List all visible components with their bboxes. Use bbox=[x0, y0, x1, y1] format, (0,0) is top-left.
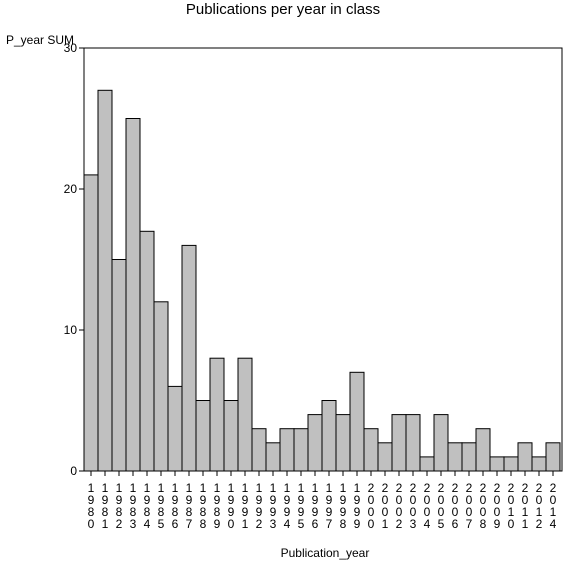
bar-2004 bbox=[419, 456, 435, 472]
y-tick-label: 0 bbox=[70, 464, 77, 478]
bar-1984 bbox=[139, 230, 155, 472]
bars-group bbox=[83, 89, 561, 472]
bar-2012 bbox=[531, 456, 547, 472]
bar-1987 bbox=[181, 244, 197, 472]
bar-2010 bbox=[503, 456, 519, 472]
bar-1992 bbox=[251, 428, 267, 472]
bar-2009 bbox=[489, 456, 505, 472]
bar-2000 bbox=[363, 428, 379, 472]
bar-1995 bbox=[293, 428, 309, 472]
y-axis: 0 10 20 30 bbox=[64, 41, 84, 478]
bar-1981 bbox=[97, 89, 113, 472]
bar-2014 bbox=[545, 442, 561, 472]
bar-1983 bbox=[125, 118, 141, 472]
bar-1988 bbox=[195, 400, 211, 472]
bar-1993 bbox=[265, 442, 281, 472]
y-tick-label: 20 bbox=[64, 182, 78, 196]
bar-1997 bbox=[321, 400, 337, 472]
bar-2005 bbox=[433, 414, 449, 472]
bar-1998 bbox=[335, 414, 351, 472]
bar-2007 bbox=[461, 442, 477, 472]
x-axis: 1 9 8 0 1 9 8 1 1 9 8 2 1 9 8 3 1 9 8 4 1 9 8 5 1 9 8 6 1 9 8 7 1 9 8 8 1 9 8 9… bbox=[88, 471, 557, 531]
bar-1996 bbox=[307, 414, 323, 472]
bar-1980 bbox=[83, 174, 99, 472]
bar-2001 bbox=[377, 442, 393, 472]
y-tick-label: 10 bbox=[64, 323, 78, 337]
bar-1990 bbox=[223, 400, 239, 472]
bar-2008 bbox=[475, 428, 491, 472]
bar-1999 bbox=[349, 371, 365, 472]
bar-1994 bbox=[279, 428, 295, 472]
bar-2002 bbox=[391, 414, 407, 472]
bar-2006 bbox=[447, 442, 463, 472]
bar-1989 bbox=[209, 357, 225, 472]
y-axis-label: P_year SUM bbox=[6, 33, 74, 47]
chart-title: Publications per year in class bbox=[186, 1, 380, 18]
bar-2003 bbox=[405, 414, 421, 472]
bar-2011 bbox=[517, 442, 533, 472]
bar-1985 bbox=[153, 301, 169, 472]
x-axis-label: Publication_year bbox=[281, 546, 370, 560]
bar-1991 bbox=[237, 357, 253, 472]
bar-1986 bbox=[167, 385, 183, 472]
y-tick-label: 30 bbox=[64, 41, 78, 55]
bar-1982 bbox=[111, 259, 127, 472]
